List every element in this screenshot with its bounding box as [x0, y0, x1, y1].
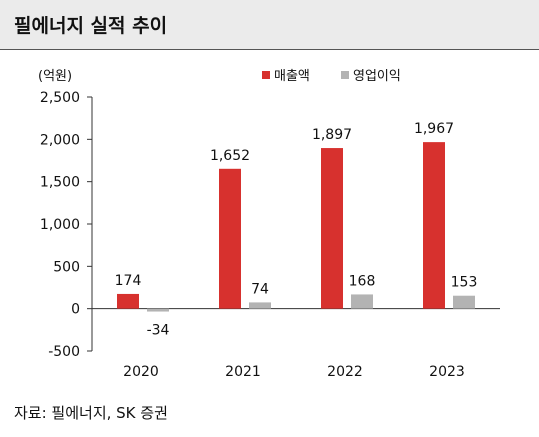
legend-swatch [262, 71, 270, 79]
data-label: 168 [349, 273, 376, 289]
data-label: 1,967 [414, 121, 454, 137]
bar-operating-profit [453, 295, 475, 309]
data-label: 153 [451, 275, 478, 291]
title-bar: 필에너지 실적 추이 [0, 0, 539, 50]
y-tick-label: 0 [71, 302, 80, 318]
source-note: 자료: 필에너지, SK 증권 [14, 404, 168, 422]
y-tick-label: 500 [53, 259, 80, 275]
bar-revenue [321, 148, 343, 309]
x-tick-label: 2023 [429, 364, 465, 380]
x-tick-label: 2020 [123, 364, 159, 380]
page-title: 필에너지 실적 추이 [14, 15, 168, 37]
legend-label: 매출액 [274, 69, 310, 84]
y-tick-label: 2,500 [40, 90, 80, 106]
bar-revenue [423, 142, 445, 309]
data-label: -34 [147, 323, 170, 339]
legend-swatch [341, 71, 349, 79]
y-tick-label: -500 [48, 344, 80, 360]
legend-label: 영업이익 [353, 69, 401, 84]
x-tick-label: 2021 [225, 364, 261, 380]
y-tick-label: 1,500 [40, 175, 80, 191]
y-unit-label: (억원) [38, 69, 72, 84]
x-tick-label: 2022 [327, 364, 363, 380]
bar-operating-profit [249, 302, 271, 309]
bar-revenue [117, 293, 139, 309]
y-tick-label: 1,000 [40, 217, 80, 233]
data-label: 1,652 [210, 148, 250, 164]
data-label: 74 [251, 281, 269, 297]
bar-operating-profit [147, 308, 169, 312]
bar-revenue [219, 168, 241, 309]
data-label: 174 [115, 273, 142, 289]
data-label: 1,897 [312, 127, 352, 143]
bar-operating-profit [351, 294, 373, 309]
y-tick-label: 2,000 [40, 132, 80, 148]
